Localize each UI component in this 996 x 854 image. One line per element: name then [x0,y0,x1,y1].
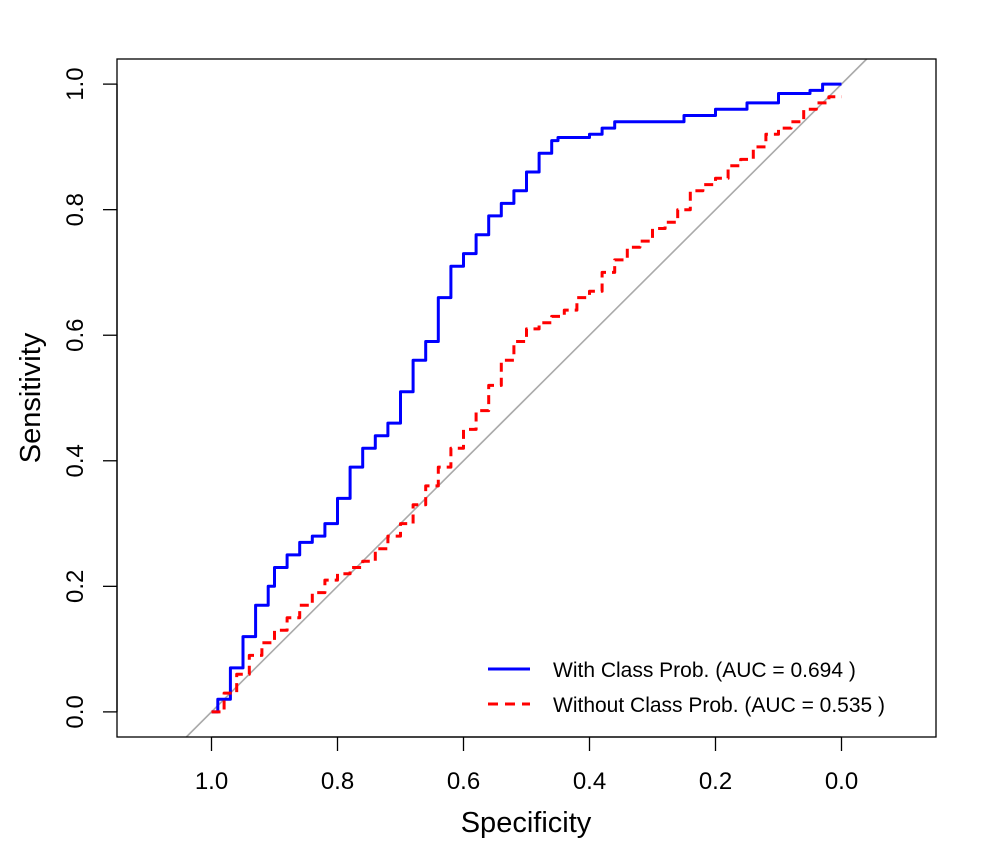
x-axis-label: Specificity [461,807,592,839]
y-axis: 0.0 0.2 0.4 0.6 0.8 1.0 [62,67,118,729]
legend: With Class Prob. (AUC = 0.694 ) Without … [488,659,885,717]
y-tick-label: 0.6 [62,319,89,352]
x-tick-label: 0.0 [825,768,858,795]
x-tick-label: 0.2 [699,768,732,795]
series-with-class-prob [211,82,842,714]
series-without-class-prob [211,95,842,714]
y-tick-label: 1.0 [62,67,89,100]
x-tick-label: 0.4 [573,768,606,795]
reference-diagonal [185,58,868,738]
y-axis-label: Sensitivity [15,332,47,463]
x-tick-label: 0.8 [321,768,354,795]
legend-label-without-class-prob: Without Class Prob. (AUC = 0.535 ) [553,694,885,717]
plot-area [185,58,868,738]
y-tick-label: 0.8 [62,193,89,226]
y-tick-label: 0.0 [62,695,89,728]
x-tick-label: 1.0 [195,768,228,795]
x-axis: 1.0 0.8 0.6 0.4 0.2 0.0 [195,736,858,795]
y-tick-label: 0.4 [62,444,89,477]
legend-label-with-class-prob: With Class Prob. (AUC = 0.694 ) [553,659,856,682]
y-tick-label: 0.2 [62,570,89,603]
x-tick-label: 0.6 [447,768,480,795]
